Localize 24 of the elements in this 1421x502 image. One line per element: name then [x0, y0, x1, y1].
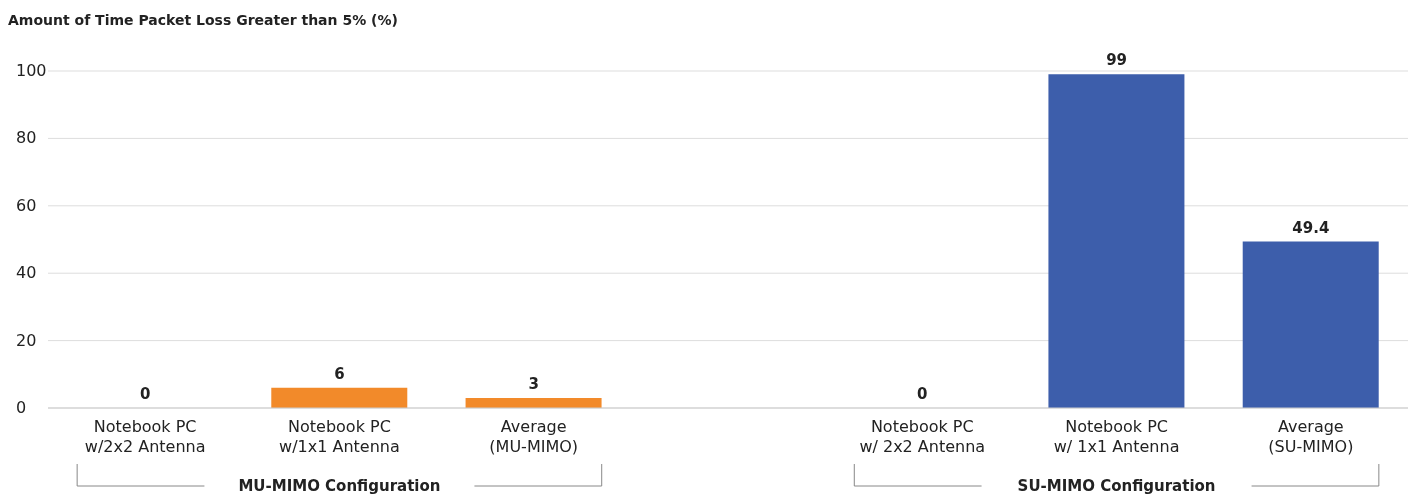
data-label: 99	[1106, 51, 1128, 70]
y-axis-title: Amount of Time Packet Loss Greater than 5% (%)	[8, 12, 398, 28]
y-tick-label: 100	[16, 61, 47, 80]
text: SU-MIMO Configuration	[1017, 477, 1216, 495]
x-tick-label: Notebook PC w/2x2 Antenna	[84, 417, 206, 456]
text: MU-MIMO Configuration	[238, 477, 441, 495]
bar	[1242, 241, 1379, 408]
bar	[271, 387, 408, 408]
x-tick-label: Notebook PC w/1x1 Antenna	[279, 417, 400, 456]
data-label: 49.4	[1292, 218, 1330, 237]
y-tick-label: 40	[16, 263, 37, 283]
y-tick-label: 20	[16, 330, 37, 350]
x-tick-label: Average (MU-MIMO)	[489, 417, 579, 456]
x-tick-label: Notebook PC w/ 1x1 Antenna	[1053, 417, 1180, 456]
x-tick-label: Average (SU-MIMO)	[1268, 417, 1354, 456]
x-tick-label: Notebook PC w/ 2x2 Antenna	[859, 417, 986, 456]
bar	[1048, 74, 1185, 408]
data-label: 0	[917, 385, 928, 403]
data-label: 3	[528, 374, 539, 393]
data-label: 0	[139, 385, 151, 403]
y-tick-label: 80	[16, 128, 37, 148]
y-tick-label: 0	[16, 398, 27, 417]
y-tick-label: 60	[16, 195, 37, 215]
data-label: 6	[334, 364, 345, 383]
